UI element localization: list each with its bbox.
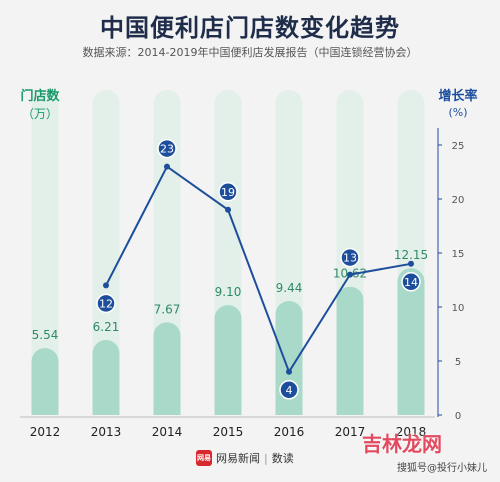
growth-point — [164, 163, 170, 170]
right-axis-tick-label: 20 — [452, 195, 465, 206]
x-tick-label: 2013 — [91, 425, 122, 439]
x-tick-label: 2018 — [396, 425, 427, 439]
left-axis-label-line1: 门店数 — [20, 88, 60, 104]
right-axis-label-line1: 增长率 — [438, 88, 477, 104]
growth-label-badge — [157, 138, 177, 159]
bar-value-label: 6.21 — [93, 320, 120, 334]
growth-label-badge — [279, 380, 299, 400]
x-tick-label: 2012 — [30, 425, 61, 439]
growth-point — [347, 271, 353, 278]
right-axis-tick-label: 10 — [452, 303, 465, 314]
bar — [92, 339, 120, 415]
growth-label: 14 — [404, 276, 418, 289]
x-tick-label: 2015 — [213, 425, 244, 439]
brand-separator: | — [264, 451, 268, 465]
right-axis-label-line2: (%) — [448, 106, 467, 119]
x-tick-label: 2017 — [335, 425, 366, 439]
bar — [153, 322, 181, 415]
bar-value-label: 7.67 — [154, 302, 181, 316]
chart-title: 中国便利店门店数变化趋势 — [100, 14, 400, 42]
growth-point — [408, 260, 414, 267]
growth-point — [286, 368, 292, 375]
x-tick-label: 2016 — [274, 425, 305, 439]
right-axis-tick-label: 0 — [455, 411, 461, 422]
bar — [336, 286, 364, 415]
brand-footer: 网易 网易新闻 | 数读 — [196, 450, 294, 466]
growth-label: 4 — [286, 384, 293, 397]
watermark-sub: 搜狐号@投行小妹儿 — [397, 463, 487, 474]
growth-label: 13 — [343, 252, 357, 265]
bar — [214, 305, 242, 415]
growth-label: 12 — [99, 297, 113, 310]
chart-subtitle: 数据来源：2014-2019年中国便利店发展报告（中国连锁经营协会） — [82, 46, 418, 59]
x-tick-label: 2014 — [152, 425, 183, 439]
growth-label: 23 — [160, 143, 174, 156]
growth-label: 19 — [221, 186, 235, 199]
watermark-main: 吉林龙网 — [362, 432, 442, 456]
growth-label-badge — [340, 247, 360, 268]
bar — [397, 268, 425, 415]
netease-logo-icon: 网易 — [196, 450, 212, 466]
brand-section: 数读 — [271, 452, 294, 465]
growth-label-badge — [218, 182, 238, 202]
right-axis-tick-label: 25 — [452, 141, 465, 152]
growth-label-badge — [401, 272, 421, 292]
bar-value-label: 12.15 — [394, 248, 428, 262]
bar-background — [31, 90, 59, 415]
growth-point — [225, 206, 231, 213]
right-axis-tick-label: 5 — [455, 357, 461, 368]
bar-value-label: 5.54 — [32, 328, 59, 342]
bar-value-label: 9.10 — [215, 285, 242, 299]
bar-value-label: 9.44 — [276, 281, 303, 295]
bar — [31, 348, 59, 415]
brand-name: 网易新闻 — [216, 452, 260, 465]
growth-point — [103, 282, 109, 289]
bar-background — [92, 90, 120, 416]
right-axis-tick-label: 15 — [452, 249, 465, 260]
growth-rate-line — [105, 165, 412, 375]
left-axis-label-line2: （万） — [22, 107, 58, 121]
growth-label-badge — [96, 293, 116, 314]
